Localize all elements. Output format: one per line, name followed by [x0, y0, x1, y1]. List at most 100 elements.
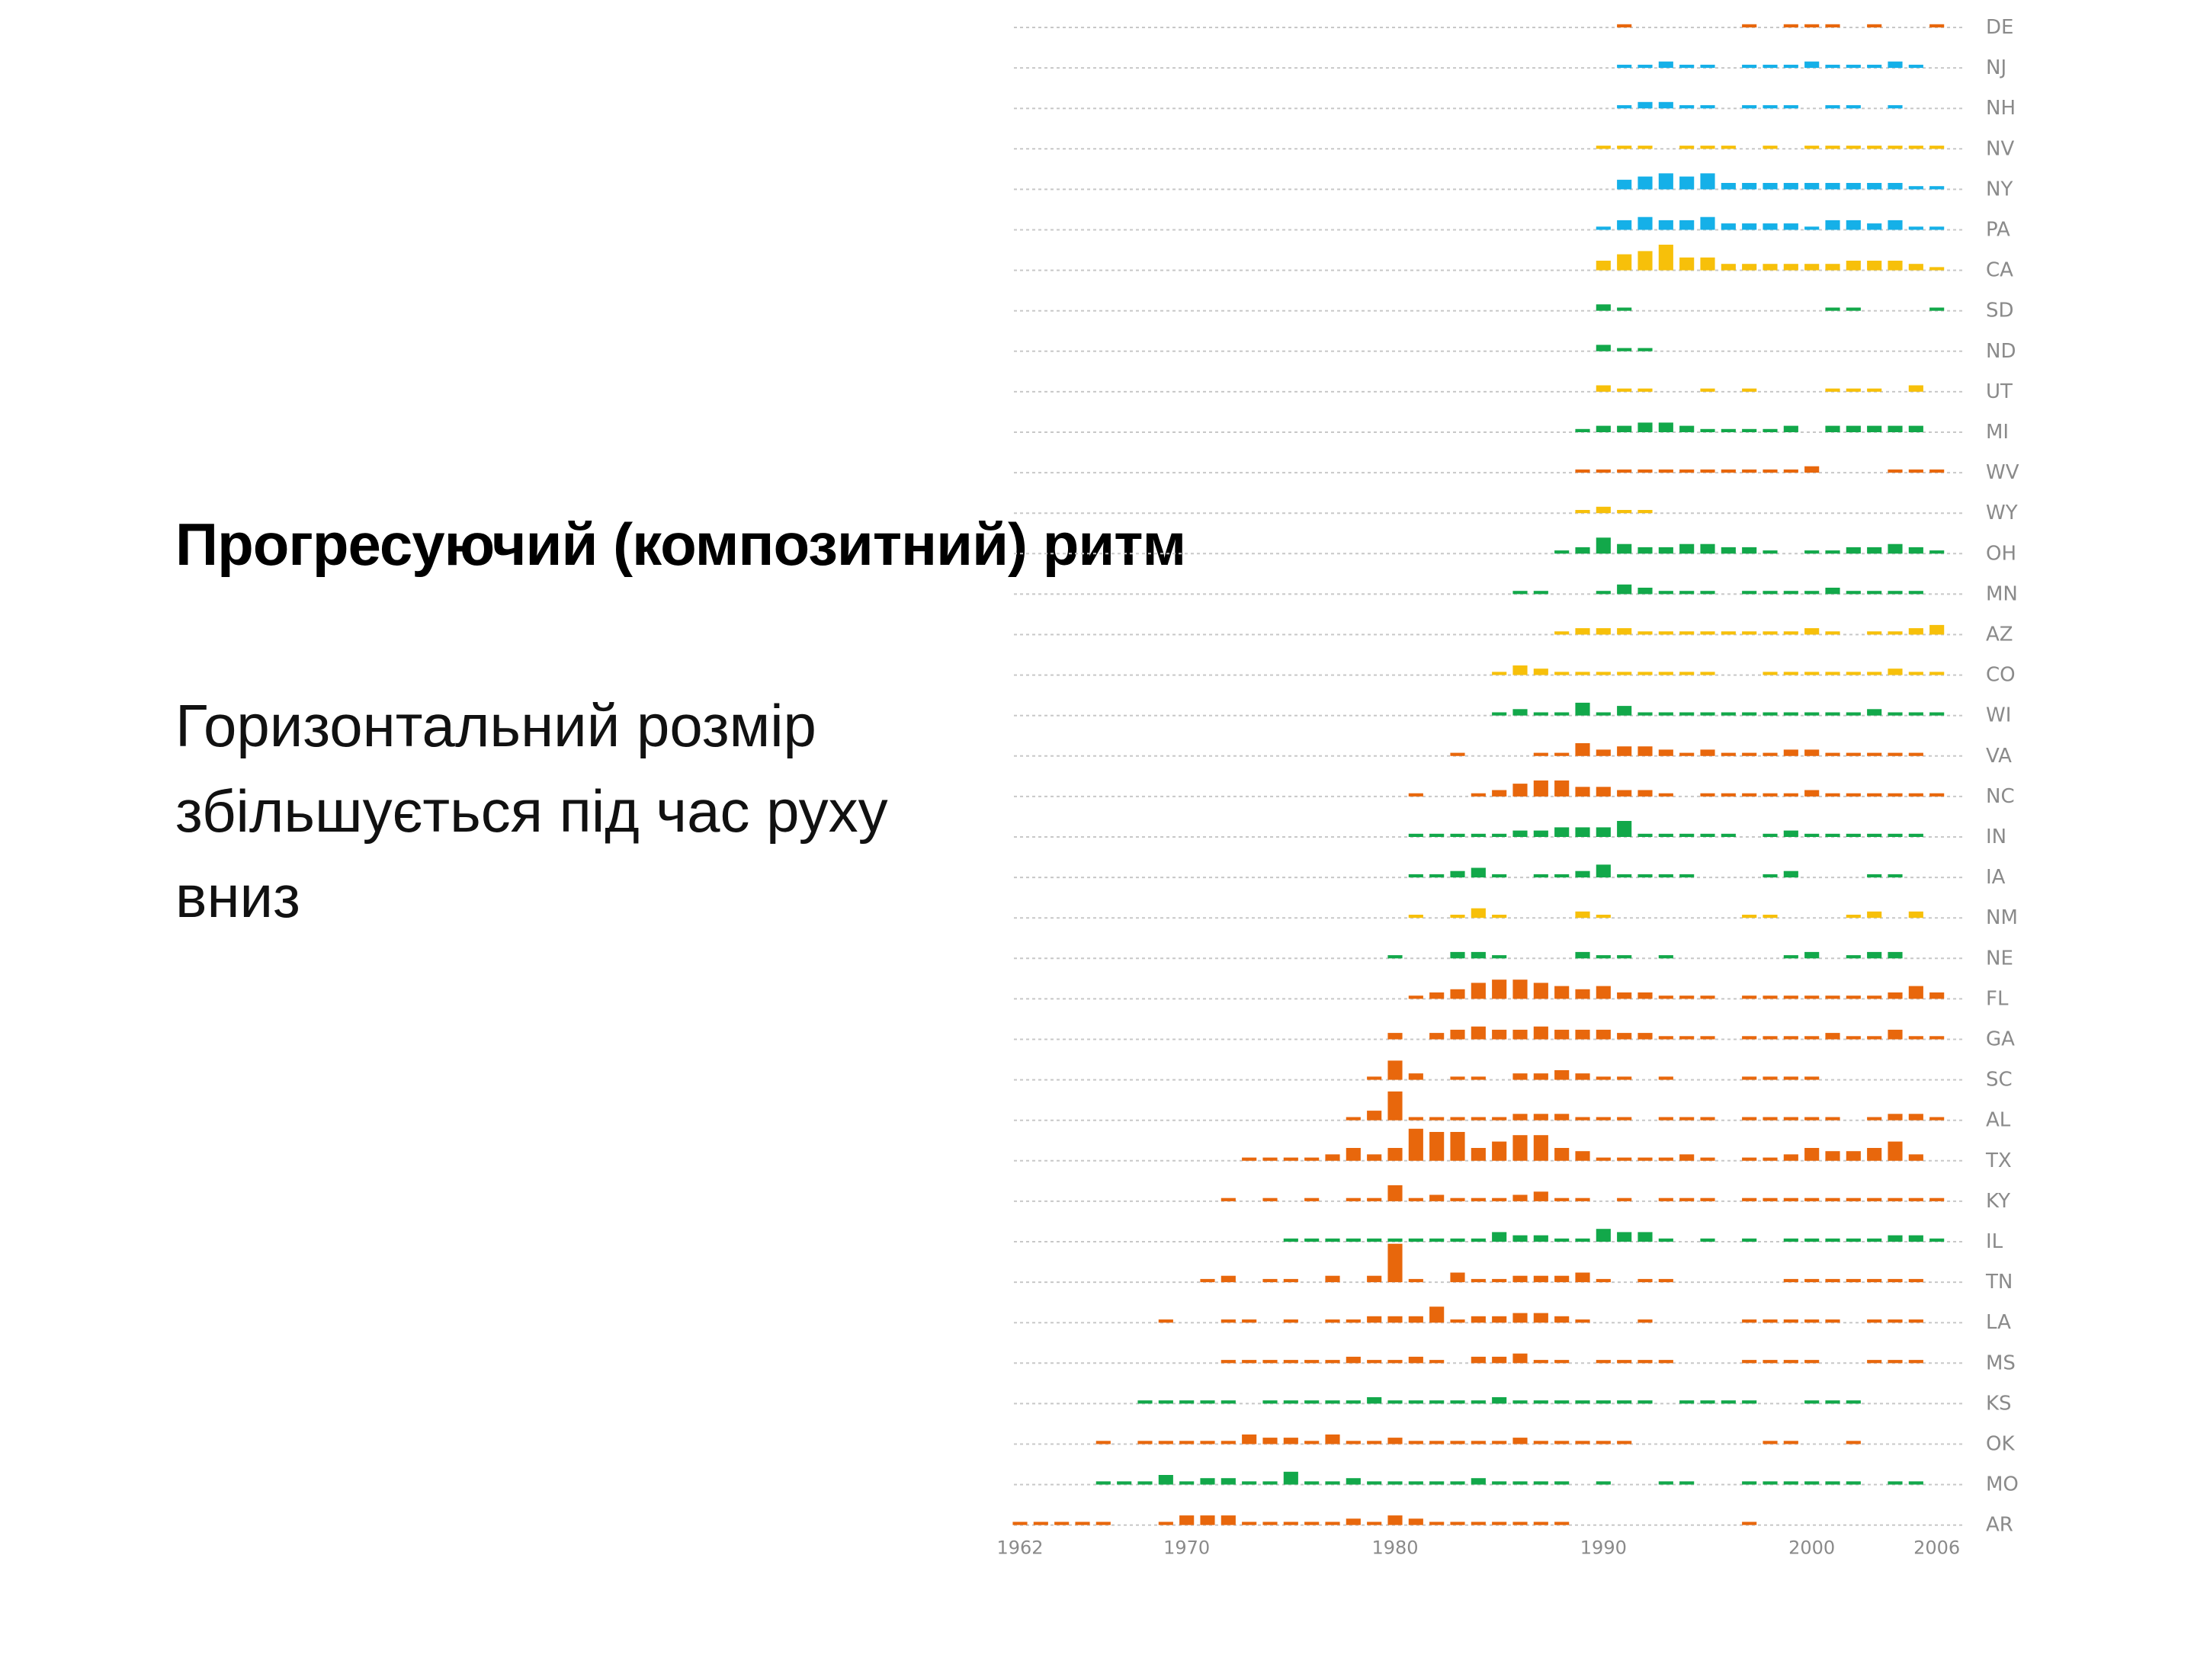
bar — [1179, 1515, 1195, 1525]
bar — [1617, 469, 1632, 473]
bar — [1825, 183, 1840, 190]
row-de: DE — [1014, 16, 2013, 39]
bar — [1700, 591, 1715, 595]
bar — [1262, 1360, 1278, 1364]
bar — [1596, 506, 1611, 514]
bar — [1679, 176, 1695, 190]
bar — [1888, 874, 1903, 878]
bar — [1742, 24, 1757, 27]
bar — [1387, 1238, 1403, 1242]
bar — [1429, 833, 1445, 837]
bar — [1408, 995, 1423, 999]
bar — [1408, 1197, 1423, 1201]
bar — [1512, 665, 1528, 675]
bar — [1867, 1117, 1882, 1121]
bar — [1283, 1438, 1298, 1444]
bar — [1908, 1235, 1923, 1242]
bar — [1763, 105, 1778, 109]
bar — [1429, 1117, 1445, 1121]
bar — [1617, 992, 1632, 999]
bar — [1658, 1036, 1673, 1040]
bar — [1575, 1117, 1590, 1121]
bar — [1908, 793, 1923, 797]
bar — [1888, 631, 1903, 635]
bar — [1658, 422, 1673, 432]
row-label: NY — [1986, 178, 2013, 200]
bar — [1700, 105, 1715, 109]
bar — [1679, 1036, 1695, 1040]
bar — [1450, 1441, 1465, 1444]
bar — [1637, 588, 1653, 595]
bar — [1742, 995, 1757, 999]
bar — [1804, 1036, 1820, 1040]
bar — [1367, 1154, 1382, 1161]
bar — [1929, 793, 1945, 797]
bar — [1804, 146, 1820, 149]
bar — [1617, 179, 1632, 190]
bar — [1783, 631, 1798, 635]
bar — [1846, 672, 1861, 675]
bar — [1554, 1070, 1570, 1080]
bar — [1658, 712, 1673, 716]
bar — [1763, 1117, 1778, 1121]
bar — [1658, 1278, 1673, 1283]
row-label: IN — [1986, 826, 2006, 848]
bar — [1763, 1036, 1778, 1040]
bar — [1867, 223, 1882, 230]
bar — [1471, 833, 1486, 837]
bar — [1387, 1515, 1403, 1525]
bar — [1908, 712, 1923, 716]
bar — [1304, 1521, 1320, 1525]
bar — [1596, 712, 1611, 716]
bar — [1346, 1197, 1361, 1201]
bar — [1575, 510, 1590, 514]
bar — [1408, 1400, 1423, 1404]
bar — [1658, 245, 1673, 271]
bar — [1554, 874, 1570, 878]
bar — [1908, 628, 1923, 635]
bar — [1242, 1157, 1257, 1161]
row-label: SC — [1986, 1069, 2013, 1092]
bar — [1637, 216, 1653, 230]
bar — [1450, 1076, 1465, 1080]
bar — [1512, 1235, 1528, 1242]
row-label: ND — [1986, 340, 2016, 363]
bar — [1512, 591, 1528, 595]
bar — [1533, 1191, 1548, 1201]
bar — [1283, 1521, 1298, 1525]
bar — [1637, 833, 1653, 837]
bar — [1575, 1238, 1590, 1242]
bar — [1658, 1157, 1673, 1161]
bar — [1533, 1521, 1548, 1525]
bar — [1867, 874, 1882, 878]
bar — [1908, 672, 1923, 675]
bar — [1825, 1117, 1840, 1121]
bar — [1554, 1148, 1570, 1161]
bar — [1533, 874, 1548, 878]
bar — [1471, 951, 1486, 959]
bar — [1742, 469, 1757, 473]
bar — [1846, 955, 1861, 959]
bar — [1867, 911, 1882, 919]
bar — [1596, 827, 1611, 837]
bar — [1492, 1232, 1507, 1242]
bar — [1617, 874, 1632, 878]
bar — [1533, 1275, 1548, 1283]
bar — [1200, 1441, 1215, 1444]
bar — [1054, 1521, 1070, 1525]
bar — [1846, 995, 1861, 999]
bar — [1512, 1400, 1528, 1404]
bar — [1888, 146, 1903, 149]
bar — [1220, 1400, 1236, 1404]
bar — [1367, 1197, 1382, 1201]
bar — [1637, 469, 1653, 473]
bar — [1533, 1026, 1548, 1040]
bar — [1512, 1438, 1528, 1444]
bar — [1867, 1360, 1882, 1364]
bar — [1929, 307, 1945, 311]
bar — [1596, 1029, 1611, 1040]
bar — [1637, 547, 1653, 554]
bar — [1888, 752, 1903, 756]
bar — [1908, 1197, 1923, 1201]
bar — [1658, 1117, 1673, 1121]
